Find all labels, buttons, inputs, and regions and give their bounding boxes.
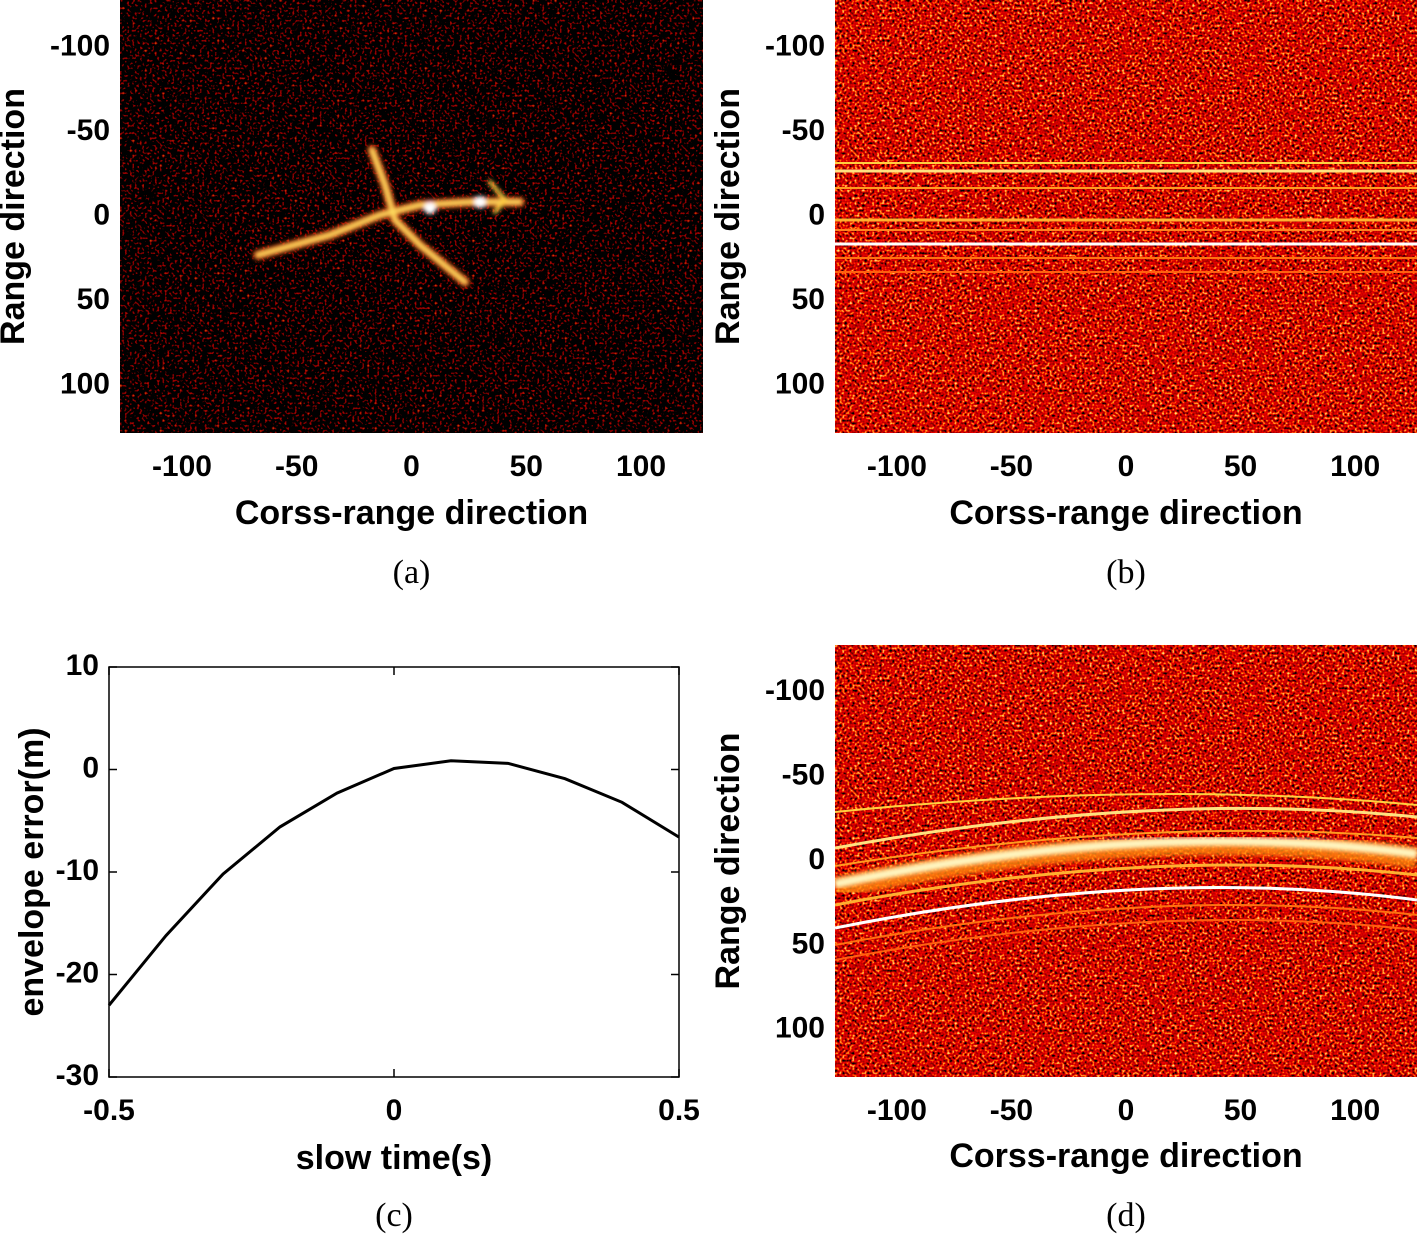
x-tick-label: 0 — [403, 450, 420, 483]
x-axis-label: Corss-range direction — [949, 1137, 1302, 1175]
y-tick-label: 100 — [775, 1012, 825, 1045]
y-tick-label: -100 — [765, 674, 825, 707]
x-tick-label: 50 — [1224, 450, 1257, 483]
x-tick-label: 50 — [1224, 1094, 1257, 1127]
x-axis-label: Corss-range direction — [235, 494, 588, 532]
y-tick-label: -30 — [56, 1059, 99, 1092]
caption: (a) — [393, 554, 431, 591]
y-tick-label: 0 — [808, 843, 825, 876]
x-tick-label: -50 — [990, 450, 1033, 483]
y-axis-label: Range direction — [0, 88, 32, 345]
y-tick-label: -10 — [56, 854, 99, 887]
y-tick-label: 0 — [93, 198, 110, 231]
y-tick-label: 50 — [792, 927, 825, 960]
y-axis-label: Range direction — [709, 88, 747, 345]
y-tick-label: -50 — [782, 114, 825, 147]
x-tick-label: 100 — [1330, 450, 1380, 483]
axes-box — [108, 666, 680, 1078]
y-tick-label: 100 — [60, 368, 110, 401]
x-tick-label: -100 — [867, 1094, 927, 1127]
x-tick-label: -0.5 — [83, 1094, 135, 1127]
y-tick-label: -100 — [765, 29, 825, 62]
image-d — [835, 645, 1417, 1077]
y-tick-label: 10 — [66, 649, 99, 682]
y-tick-label: 0 — [82, 751, 99, 784]
x-tick-label: -50 — [990, 1094, 1033, 1127]
x-tick-label: 0 — [1118, 1094, 1135, 1127]
x-tick-label: -100 — [152, 450, 212, 483]
x-tick-label: 0 — [1118, 450, 1135, 483]
y-axis-label: envelope error(m) — [13, 727, 51, 1016]
y-tick-label: -50 — [782, 759, 825, 792]
image-a — [120, 0, 703, 433]
x-tick-label: 100 — [1330, 1094, 1380, 1127]
y-axis-label: Range direction — [709, 733, 747, 990]
y-tick-label: 0 — [808, 198, 825, 231]
x-tick-label: -100 — [867, 450, 927, 483]
caption: (c) — [375, 1197, 413, 1234]
y-tick-label: 100 — [775, 368, 825, 401]
y-tick-label: -100 — [50, 29, 110, 62]
caption: (b) — [1106, 554, 1146, 591]
y-tick-label: -20 — [56, 956, 99, 989]
x-tick-label: 100 — [616, 450, 666, 483]
y-tick-label: 50 — [77, 283, 110, 316]
x-tick-label: -50 — [275, 450, 318, 483]
image-b — [835, 0, 1417, 433]
x-axis-label: slow time(s) — [296, 1139, 492, 1177]
line — [107, 759, 680, 1007]
x-tick-label: 0.5 — [658, 1094, 700, 1127]
x-axis-label: Corss-range direction — [949, 494, 1302, 532]
y-tick-label: 50 — [792, 283, 825, 316]
caption: (d) — [1106, 1197, 1146, 1234]
x-tick-label: 0 — [386, 1094, 403, 1127]
y-tick-label: -50 — [67, 114, 110, 147]
x-tick-label: 50 — [510, 450, 543, 483]
